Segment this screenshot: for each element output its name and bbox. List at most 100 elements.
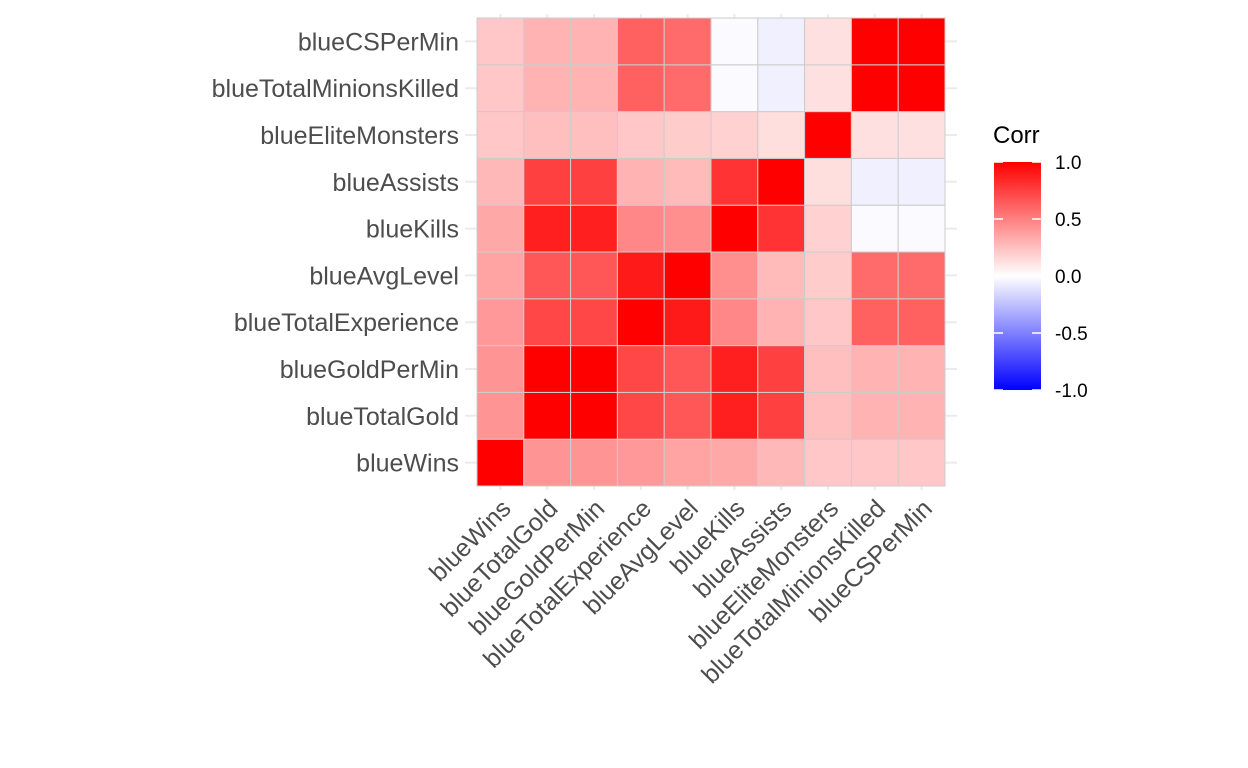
color-legend: Corr 1.0 0.5 0.0 -0.5 -1.0 — [993, 122, 1088, 402]
y-tick-label: blueKills — [366, 216, 459, 244]
heatmap-cell — [476, 345, 525, 393]
heatmap-cell — [616, 17, 665, 66]
heatmap-cell — [663, 111, 712, 159]
heatmap-cell — [850, 298, 899, 347]
heatmap-cell — [663, 298, 712, 347]
heatmap-cell — [476, 17, 525, 66]
heatmap-cell — [616, 298, 665, 347]
heatmap-cell — [897, 64, 946, 113]
heatmap-cell — [897, 157, 946, 206]
heatmap-cell — [570, 111, 618, 159]
heatmap-cell — [804, 111, 852, 159]
heatmap-cell — [897, 438, 946, 487]
heatmap-cell — [850, 64, 899, 113]
legend-tick-label: 1.0 — [1055, 153, 1081, 174]
heatmap-cell — [616, 204, 665, 253]
heatmap-cell — [523, 251, 572, 300]
y-tick-label: blueTotalGold — [306, 403, 459, 431]
heatmap-cell — [663, 64, 712, 113]
heatmap-cell — [897, 204, 946, 253]
heatmap-cell — [710, 391, 759, 440]
heatmap-cell — [616, 345, 665, 393]
heatmap-cell — [757, 251, 806, 300]
heatmap-cell — [757, 298, 806, 347]
heatmap-cell — [850, 251, 899, 300]
heatmap-cell — [523, 438, 572, 487]
heatmap-cell — [663, 157, 712, 206]
heatmap-cell — [757, 111, 806, 159]
heatmap-cell — [710, 345, 759, 393]
heatmap-cell — [616, 438, 665, 487]
heatmap-cell — [476, 391, 525, 440]
heatmap-cell — [804, 204, 852, 253]
heatmap-cell — [804, 438, 852, 487]
heatmap-cell — [804, 64, 852, 113]
heatmap-cell — [757, 438, 806, 487]
heatmap-cell — [570, 17, 618, 66]
legend-tick-label: 0.5 — [1055, 210, 1081, 231]
y-tick-label: blueTotalExperience — [234, 309, 459, 337]
heatmap-cell — [710, 204, 759, 253]
heatmap-cell — [570, 345, 618, 393]
y-tick-label: blueGoldPerMin — [280, 356, 459, 384]
heatmap-cell — [476, 111, 525, 159]
y-tick-label: blueWins — [356, 450, 459, 478]
legend-tick-label: -1.0 — [1055, 381, 1088, 402]
heatmap-cell — [897, 391, 946, 440]
heatmap-cell — [663, 391, 712, 440]
legend-title: Corr — [993, 122, 1040, 149]
heatmap-cell — [570, 391, 618, 440]
heatmap-cell — [757, 157, 806, 206]
y-tick-label: blueAssists — [333, 169, 459, 197]
heatmap-cell — [616, 391, 665, 440]
heatmap-cell — [850, 204, 899, 253]
heatmap-cell — [476, 438, 525, 487]
heatmap-cell — [616, 157, 665, 206]
heatmap-cell — [710, 111, 759, 159]
heatmap-cell — [523, 64, 572, 113]
heatmap-cell — [523, 298, 572, 347]
heatmap-cell — [850, 345, 899, 393]
legend-tick-label: -0.5 — [1055, 324, 1088, 345]
heatmap-cell — [850, 111, 899, 159]
heatmap-cell — [663, 345, 712, 393]
heatmap-cell — [710, 17, 759, 66]
heatmap-cell — [710, 298, 759, 347]
y-tick-label: blueEliteMonsters — [260, 122, 459, 150]
heatmap-cell — [804, 298, 852, 347]
heatmap-cell — [616, 111, 665, 159]
heatmap-cell — [570, 438, 618, 487]
heatmap-cell — [757, 17, 806, 66]
heatmap-cell — [710, 157, 759, 206]
heatmap-cell — [616, 64, 665, 113]
heatmap-cell — [710, 64, 759, 113]
heatmap-cell — [850, 17, 899, 66]
heatmap-cell — [570, 204, 618, 253]
heatmap-cell — [663, 251, 712, 300]
heatmap-cell — [523, 204, 572, 253]
legend-tick-label: 0.0 — [1055, 267, 1081, 288]
heatmap-cell — [850, 438, 899, 487]
heatmap-cell — [523, 17, 572, 66]
heatmap-cell — [523, 111, 572, 159]
heatmap-cell — [757, 345, 806, 393]
heatmap-cell — [757, 64, 806, 113]
x-axis-tick-labels: blueWinsblueTotalGoldblueGoldPerMinblueT… — [424, 494, 938, 689]
heatmap-cell — [476, 298, 525, 347]
heatmap-cell — [523, 157, 572, 206]
heatmap-cell — [570, 157, 618, 206]
y-axis-tick-labels: blueWins blueTotalGold blueGoldPerMin blueT… — [212, 28, 459, 477]
heatmap-cell — [897, 251, 946, 300]
y-tick-label: blueAvgLevel — [309, 262, 459, 290]
y-tick-label: blueTotalMinionsKilled — [212, 75, 459, 103]
heatmap-cell — [476, 64, 525, 113]
heatmap-cell — [663, 204, 712, 253]
heatmap-cell — [804, 345, 852, 393]
heatmap-cell — [476, 204, 525, 253]
heatmap-cell — [710, 251, 759, 300]
heatmap-cell — [523, 391, 572, 440]
heatmap-cell — [897, 298, 946, 347]
heatmap-cell — [570, 251, 618, 300]
heatmap-cell — [663, 438, 712, 487]
